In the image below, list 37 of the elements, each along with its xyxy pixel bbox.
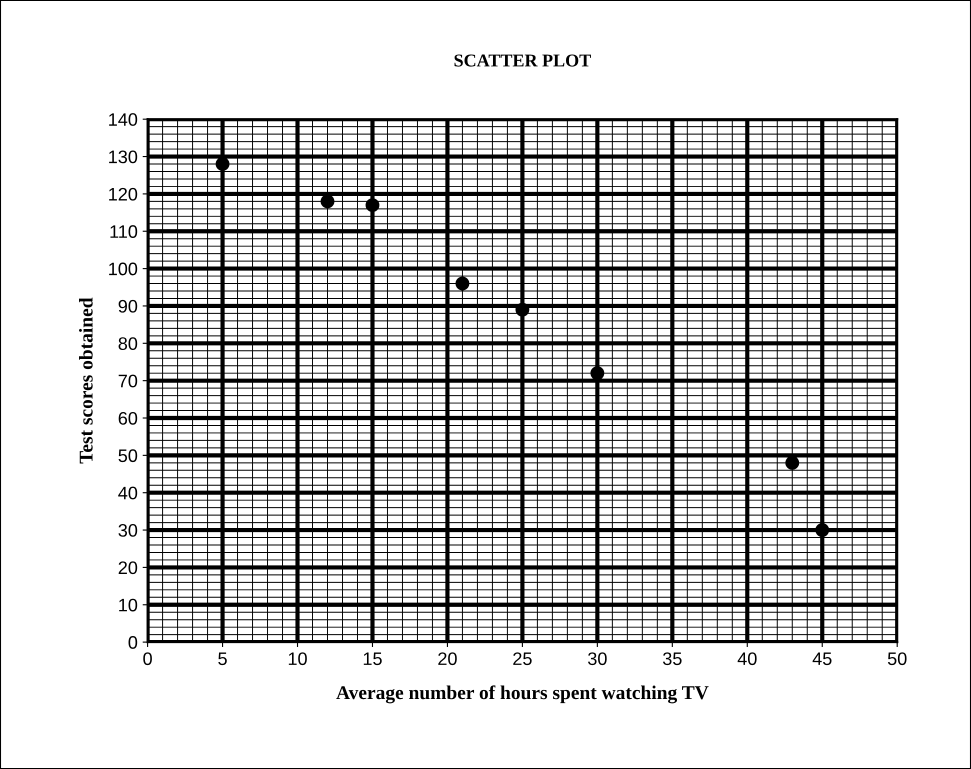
y-tick-label: 120: [109, 188, 138, 201]
point: [366, 198, 380, 212]
y-tick-label: 100: [109, 262, 138, 276]
y-tick-label: 50: [118, 449, 138, 462]
x-tick-label: 30: [588, 652, 607, 666]
y-tick-label: 40: [118, 486, 138, 500]
x-tick-label: 15: [364, 652, 382, 666]
y-tick-label: 80: [118, 337, 138, 350]
x-tick-label: 20: [438, 652, 457, 666]
y-tick-label: 90: [118, 300, 138, 313]
y-tick-label: 10: [119, 598, 138, 612]
x-tick-label: 10: [288, 652, 307, 666]
x-axis-title: Average number of hours spent watching TV: [336, 685, 709, 704]
y-tick-label: 60: [118, 412, 138, 425]
y-tick-label: 20: [118, 561, 138, 574]
x-tick-label: 35: [662, 652, 682, 666]
point: [515, 302, 530, 317]
x-tick-label: 50: [888, 652, 907, 666]
y-tick-label: 30: [118, 524, 138, 537]
x-tick-label: 25: [513, 652, 532, 666]
point: [216, 157, 230, 171]
x-tick-label: 0: [143, 652, 152, 666]
y-tick-label: 0: [128, 636, 138, 649]
point: [320, 194, 334, 208]
point: [815, 523, 830, 537]
y-tick-label: 140: [109, 113, 138, 126]
chart-title: SCATTER PLOT: [454, 54, 591, 67]
x-tick-label: 45: [812, 652, 832, 666]
point: [590, 366, 604, 380]
y-tick-label: 130: [109, 150, 138, 164]
y-axis-title: Test scores obtained: [79, 298, 93, 464]
x-tick-label: 40: [738, 652, 757, 666]
y-tick-label: 70: [118, 374, 138, 388]
point: [456, 276, 470, 290]
point: [785, 456, 800, 470]
x-tick-label: 5: [218, 652, 227, 666]
y-tick-label: 110: [110, 225, 138, 238]
